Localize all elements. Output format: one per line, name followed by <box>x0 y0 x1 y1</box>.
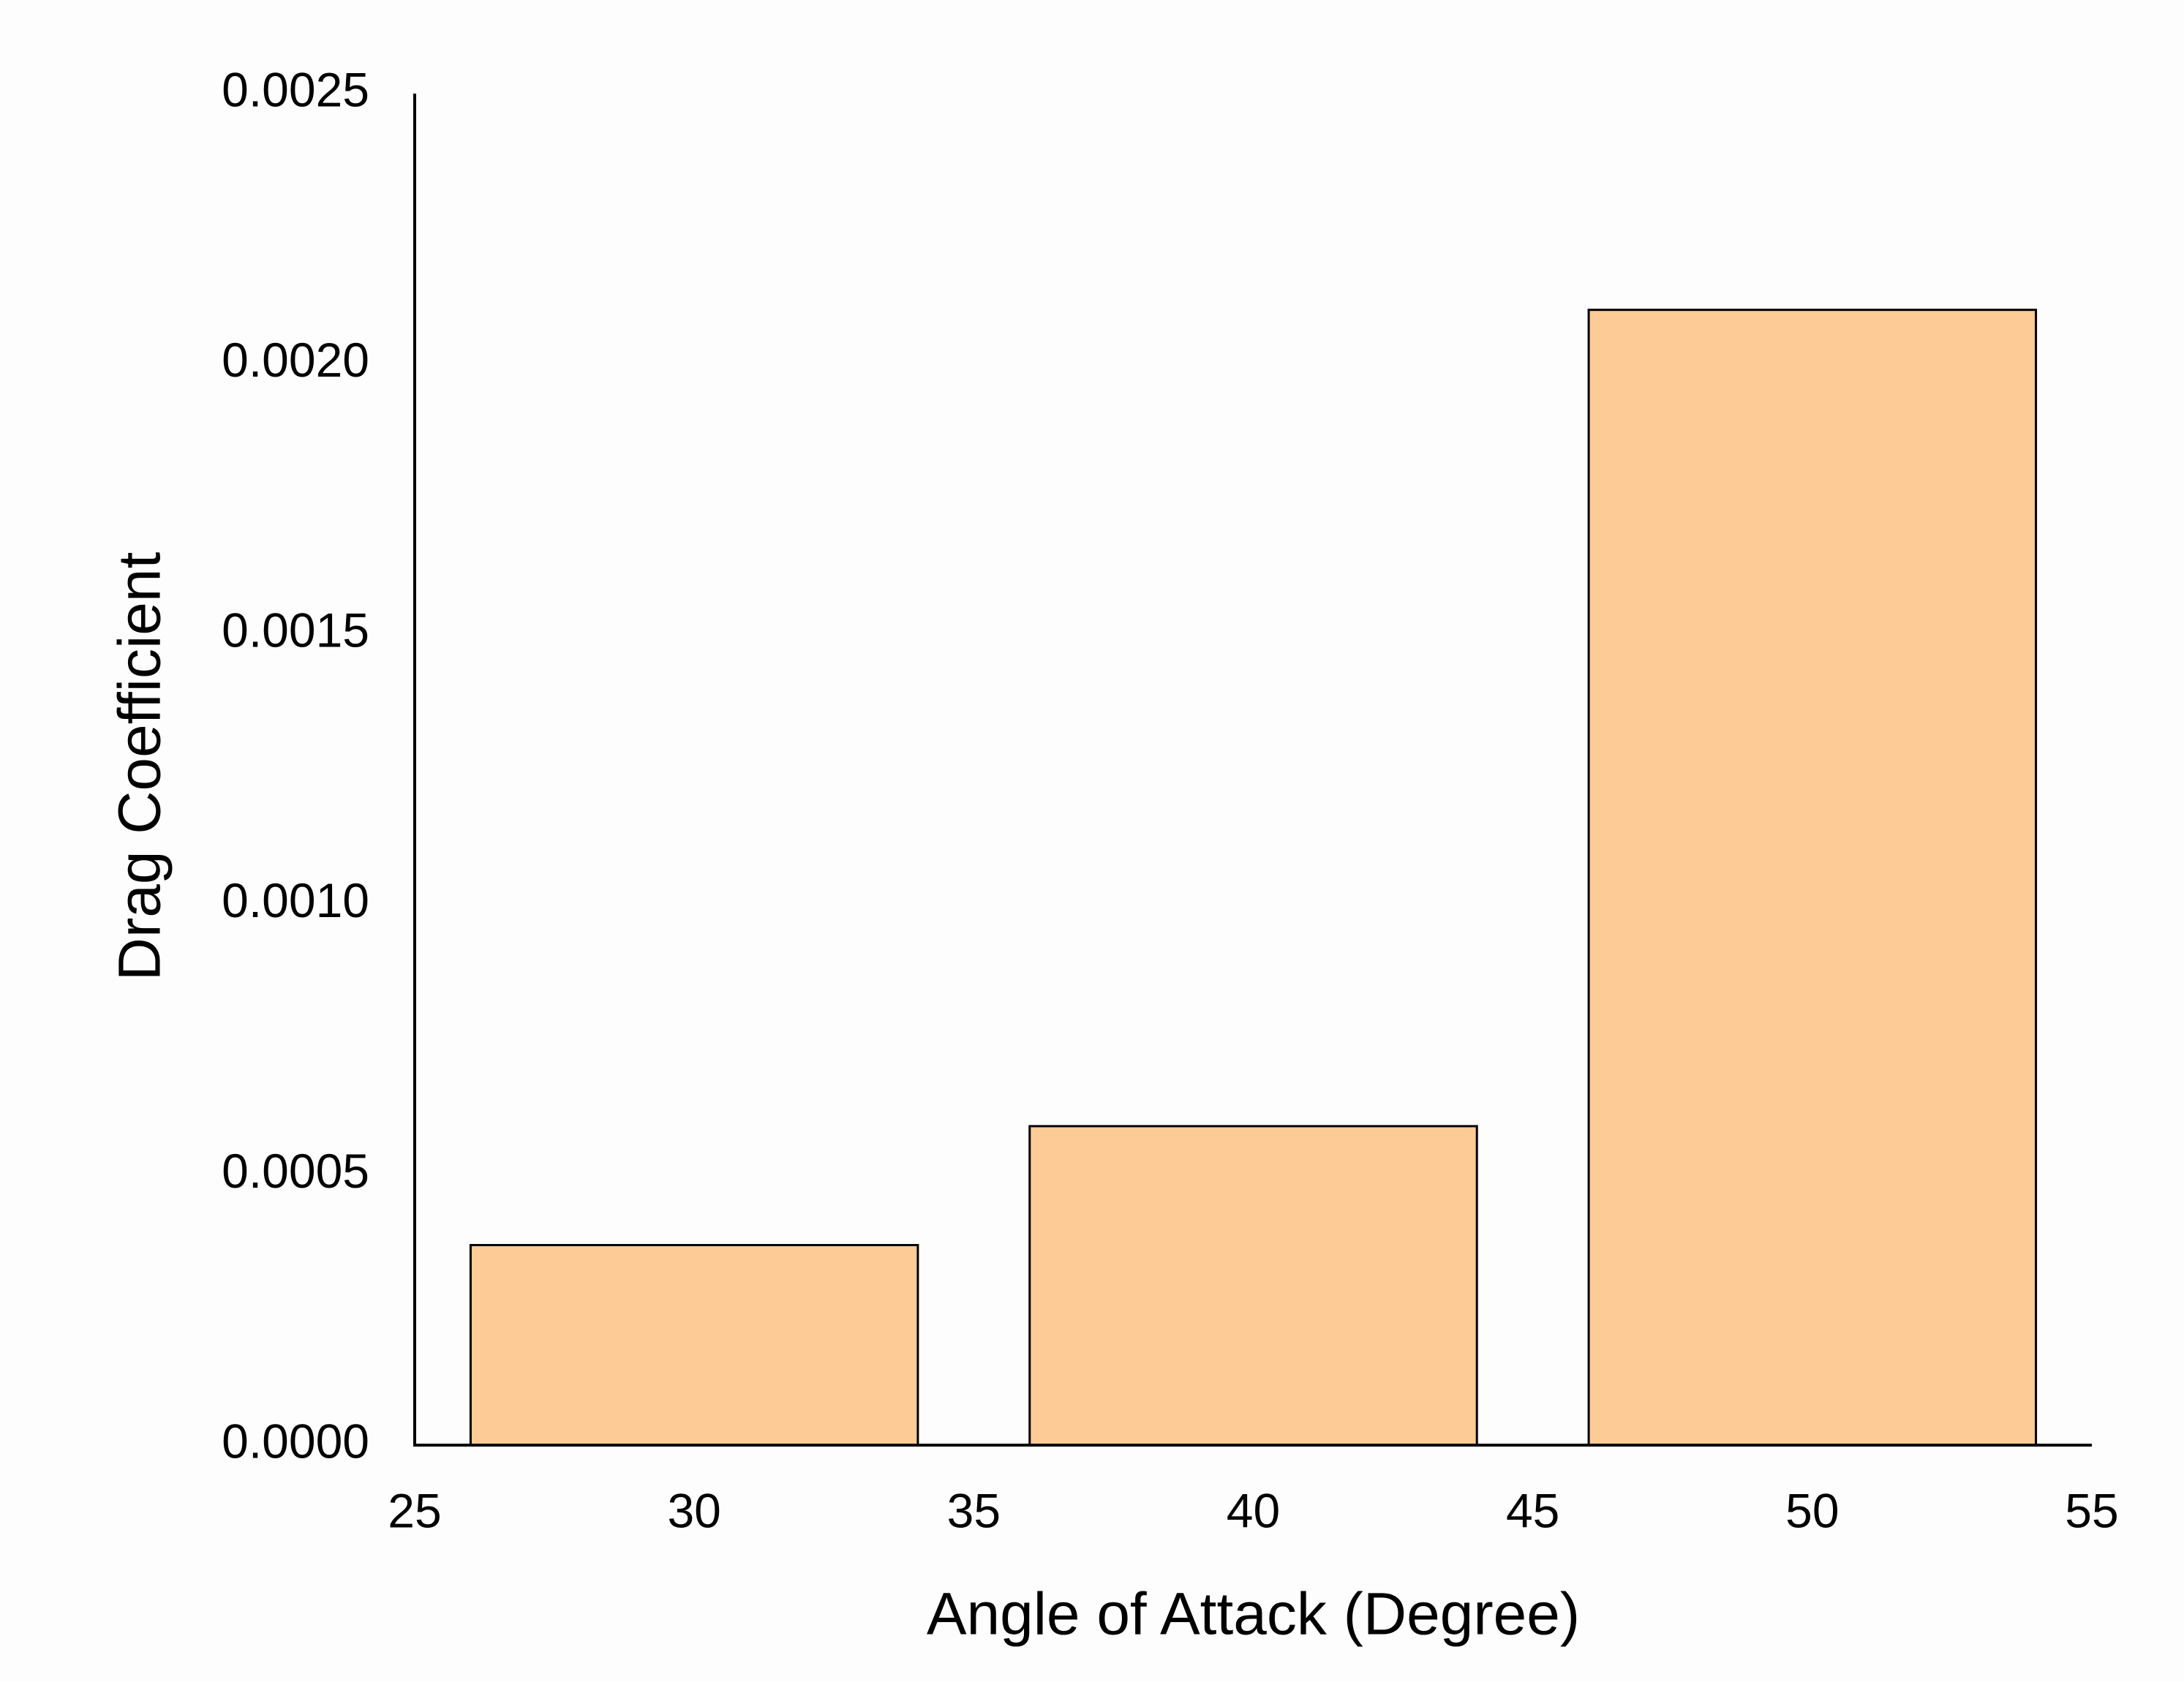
y-tick-label: 0.0015 <box>222 603 369 657</box>
x-tick-label: 45 <box>1506 1483 1559 1537</box>
y-tick-label: 0.0000 <box>222 1414 369 1468</box>
y-tick-labels: 0.0000 0.0005 0.0010 0.0015 0.0020 0.0025 <box>222 62 369 1468</box>
x-tick-label: 25 <box>388 1483 441 1537</box>
bar-30 <box>469 1243 919 1447</box>
x-tick-label: 30 <box>667 1483 720 1537</box>
y-tick-label: 0.0020 <box>222 333 369 387</box>
y-tick-label: 0.0010 <box>222 873 369 927</box>
x-axis-title: Angle of Attack (Degree) <box>927 1581 1580 1648</box>
x-tick-label: 50 <box>1785 1483 1839 1537</box>
bars-layer <box>469 309 2038 1447</box>
y-tick-label: 0.0025 <box>222 62 369 116</box>
x-tick-label: 55 <box>2065 1483 2118 1537</box>
bar-40 <box>1028 1125 1478 1447</box>
x-tick-label: 40 <box>1227 1483 1280 1537</box>
bar-50 <box>1587 309 2038 1447</box>
y-axis-title: Drag Coefficient <box>107 552 173 981</box>
y-tick-label: 0.0005 <box>222 1144 369 1198</box>
x-tick-label: 35 <box>947 1483 1001 1537</box>
x-tick-labels: 25 30 35 40 45 50 55 <box>388 1483 2118 1537</box>
axes-layer <box>413 94 2092 1447</box>
